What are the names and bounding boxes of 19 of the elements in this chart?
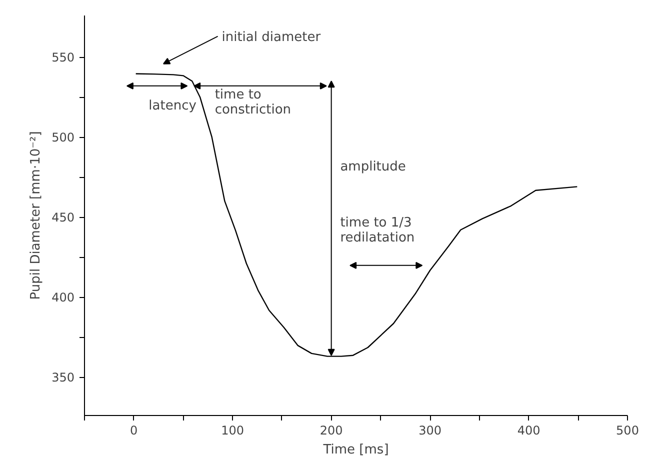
annotation: time to constriction [214, 88, 292, 118]
y-tick-label: 400 [52, 290, 74, 305]
x-tick-label: 300 [418, 424, 442, 438]
annotation: time to 1/3 redilatation [340, 216, 415, 246]
annotation: amplitude [340, 160, 406, 174]
line-series [135, 73, 578, 357]
y-tick-label: 350 [52, 370, 74, 385]
y-tick-label: 500 [52, 130, 74, 145]
y-axis-title: Pupil Diameter [mm·10⁻²] [28, 131, 44, 300]
x-tick-label: 0 [130, 424, 138, 438]
x-tick-label: 200 [320, 424, 343, 438]
x-tick-label: 100 [221, 424, 244, 438]
y-tick-label: 550 [52, 50, 74, 65]
annotation: latency [148, 98, 197, 114]
x-axis-title: Time [ms] [322, 442, 389, 458]
x-tick-label: 400 [517, 424, 540, 438]
x-tick-label: 500 [616, 424, 639, 438]
y-tick-label: 450 [52, 210, 74, 225]
annotation: initial diameter [222, 30, 322, 45]
